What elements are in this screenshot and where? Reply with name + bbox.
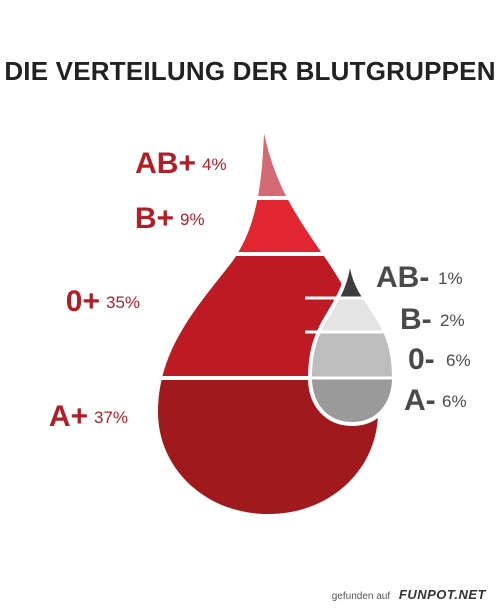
label-0-negative: 0- — [408, 343, 435, 376]
label-a-negative: A- — [404, 384, 436, 417]
label-0-positive: 0+ — [66, 285, 100, 318]
label-a-positive: A+ — [49, 400, 88, 433]
label-ab-negative: AB- — [376, 261, 429, 294]
chart-title: DIE VERTEILUNG DER BLUTGRUPPEN — [4, 56, 496, 86]
watermark-brand: FUNPOT.NET — [398, 587, 486, 602]
value-a-negative: 6% — [442, 392, 467, 411]
value-b-positive: 9% — [180, 210, 205, 229]
value-0-negative: 6% — [446, 351, 471, 370]
label-b-negative: B- — [400, 303, 432, 336]
value-0-positive: 35% — [106, 293, 140, 312]
value-ab-positive: 4% — [202, 155, 227, 174]
value-ab-negative: 1% — [438, 269, 463, 288]
label-ab-positive: AB+ — [135, 147, 196, 180]
watermark-prefix: gefunden auf — [331, 591, 391, 602]
value-b-negative: 2% — [440, 311, 465, 330]
label-b-positive: B+ — [135, 202, 174, 235]
value-a-positive: 37% — [94, 408, 128, 427]
segment-0-negative — [312, 332, 392, 378]
watermark: gefunden auf FUNPOT.NET — [332, 587, 486, 602]
